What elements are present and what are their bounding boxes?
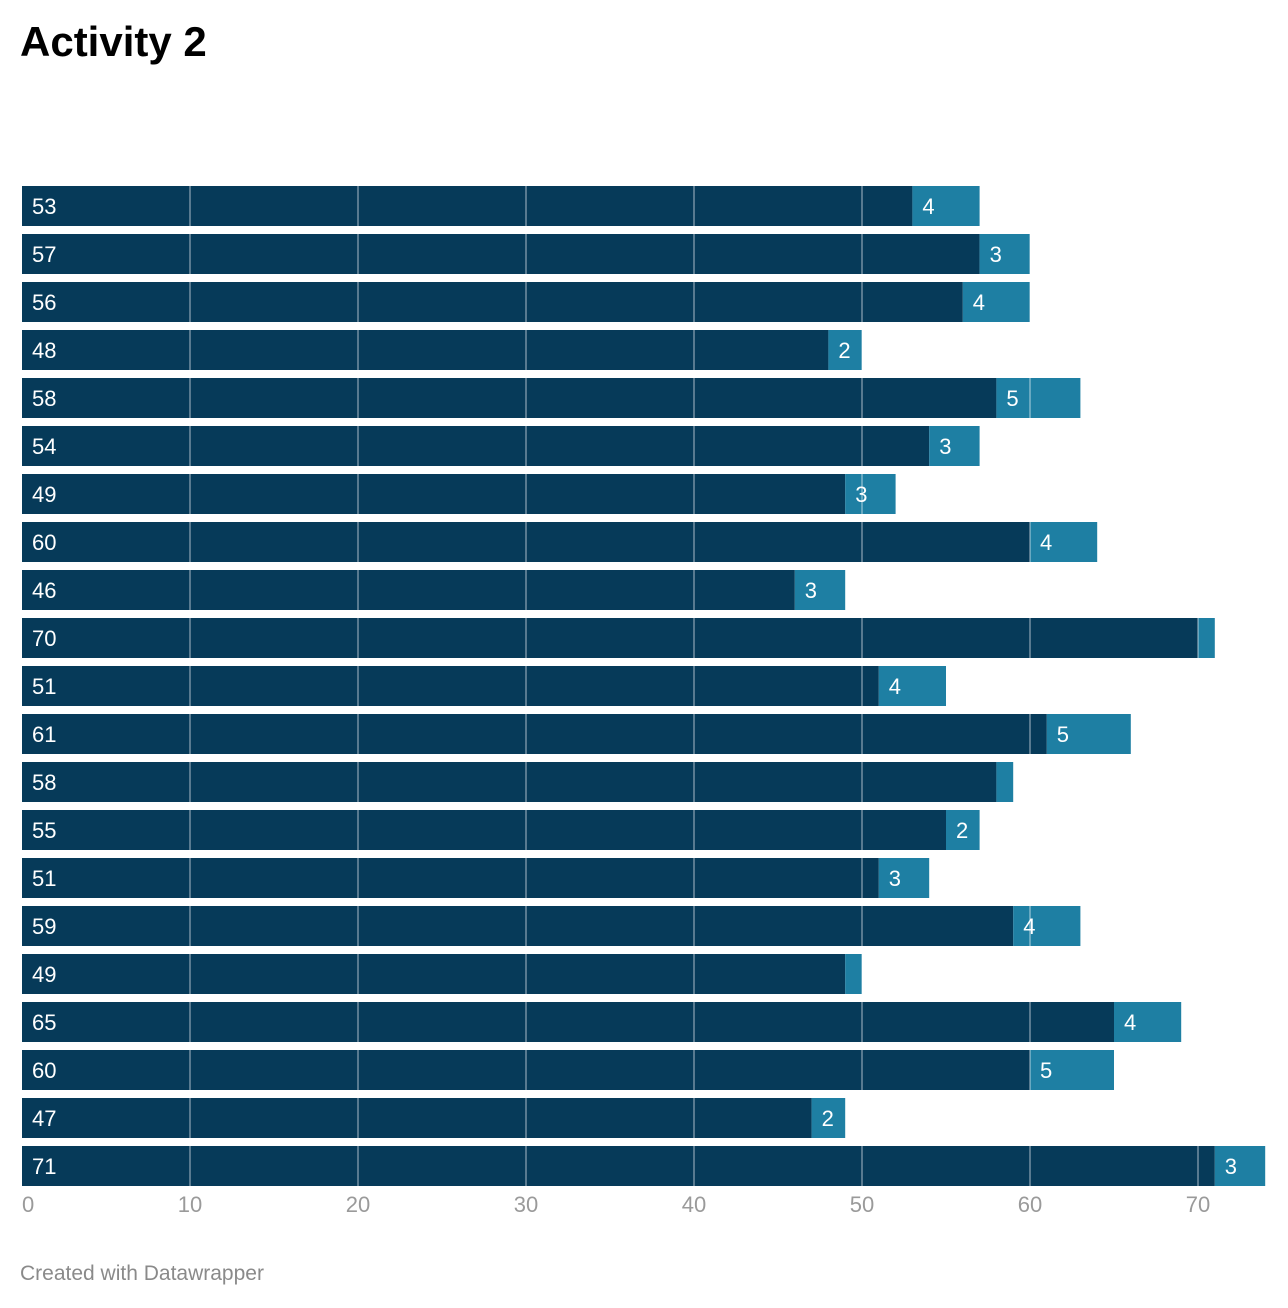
bar-series-2-row-21 [1214,1146,1266,1186]
value-label-series-2-row-7: 3 [855,482,867,507]
value-label-series-1-row-10: 70 [32,626,56,651]
bar-series-1-row-2 [22,234,980,274]
x-tick-label-20: 20 [346,1192,370,1217]
value-label-series-1-row-4: 48 [32,338,56,363]
bar-series-1-row-14 [22,810,946,850]
value-label-series-2-row-20: 2 [822,1106,834,1131]
bar-series-1-row-18 [22,1002,1114,1042]
value-label-series-1-row-1: 53 [32,194,56,219]
x-tick-label-0: 0 [22,1192,34,1217]
value-label-series-1-row-9: 46 [32,578,56,603]
bar-series-1-row-4 [22,330,829,370]
value-label-series-2-row-6: 3 [939,434,951,459]
value-label-series-1-row-13: 58 [32,770,56,795]
bar-series-2-row-5 [996,378,1081,418]
bar-series-1-row-9 [22,570,795,610]
x-tick-label-40: 40 [682,1192,706,1217]
value-label-series-2-row-12: 5 [1057,722,1069,747]
x-tick-label-50: 50 [850,1192,874,1217]
bar-series-2-row-4 [828,330,862,370]
bar-series-2-row-14 [946,810,980,850]
bar-series-1-row-1 [22,186,913,226]
value-label-series-1-row-16: 59 [32,914,56,939]
value-label-series-1-row-6: 54 [32,434,56,459]
value-label-series-2-row-19: 5 [1040,1058,1052,1083]
value-label-series-1-row-14: 55 [32,818,56,843]
bars-group [22,186,1266,1186]
bar-series-2-row-12 [1046,714,1131,754]
value-label-series-2-row-8: 4 [1040,530,1052,555]
value-label-series-2-row-1: 4 [922,194,934,219]
bar-series-2-row-16 [1013,906,1081,946]
value-label-series-1-row-3: 56 [32,290,56,315]
bar-series-2-row-18 [1114,1002,1182,1042]
value-label-series-1-row-5: 58 [32,386,56,411]
value-label-series-1-row-15: 51 [32,866,56,891]
bar-series-1-row-20 [22,1098,812,1138]
chart-title: Activity 2 [20,18,207,65]
value-label-series-1-row-18: 65 [32,1010,56,1035]
bar-series-1-row-11 [22,666,879,706]
value-label-series-2-row-2: 3 [990,242,1002,267]
bar-series-1-row-5 [22,378,997,418]
bar-series-2-row-17 [845,954,862,994]
value-label-series-1-row-19: 60 [32,1058,56,1083]
value-label-series-2-row-9: 3 [805,578,817,603]
value-label-series-1-row-8: 60 [32,530,56,555]
value-label-series-2-row-15: 3 [889,866,901,891]
value-label-series-1-row-12: 61 [32,722,56,747]
value-label-series-2-row-5: 5 [1006,386,1018,411]
value-label-series-1-row-7: 49 [32,482,56,507]
x-tick-label-70: 70 [1186,1192,1210,1217]
value-label-series-1-row-17: 49 [32,962,56,987]
bar-series-2-row-11 [878,666,946,706]
value-label-series-2-row-18: 4 [1124,1010,1136,1035]
bar-series-2-row-6 [929,426,980,466]
bar-series-2-row-7 [845,474,896,514]
value-label-series-1-row-20: 47 [32,1106,56,1131]
value-label-series-2-row-14: 2 [956,818,968,843]
bar-series-2-row-15 [878,858,930,898]
value-label-series-2-row-4: 2 [838,338,850,363]
bar-series-1-row-13 [22,762,997,802]
bar-series-2-row-9 [794,570,846,610]
value-label-series-1-row-2: 57 [32,242,56,267]
gridlines [189,186,1199,1186]
bar-series-2-row-19 [1030,1050,1114,1090]
bar-series-1-row-10 [22,618,1198,658]
bar-series-1-row-7 [22,474,846,514]
x-tick-label-60: 60 [1018,1192,1042,1217]
bar-series-1-row-3 [22,282,963,322]
bar-series-1-row-15 [22,858,879,898]
value-label-series-1-row-11: 51 [32,674,56,699]
x-tick-label-30: 30 [514,1192,538,1217]
value-label-series-2-row-3: 4 [973,290,985,315]
bar-series-1-row-16 [22,906,1014,946]
bar-series-1-row-21 [22,1146,1215,1186]
x-tick-label-10: 10 [178,1192,202,1217]
bar-series-2-row-13 [996,762,1014,802]
bar-series-2-row-10 [1198,618,1215,658]
bar-series-2-row-20 [811,1098,846,1138]
value-label-series-2-row-16: 4 [1023,914,1035,939]
bar-series-1-row-12 [22,714,1047,754]
bar-series-2-row-3 [962,282,1030,322]
value-label-series-1-row-21: 71 [32,1154,56,1179]
x-axis-ticks: 0 10 20 30 40 50 60 70 [22,1192,1210,1217]
bar-series-1-row-6 [22,426,930,466]
bar-series-2-row-1 [912,186,980,226]
footer-credit: Created with Datawrapper [20,1262,264,1285]
bar-series-2-row-2 [979,234,1030,274]
bar-series-2-row-8 [1030,522,1098,562]
value-label-series-2-row-21: 3 [1225,1154,1237,1179]
bar-series-1-row-17 [22,954,846,994]
value-label-series-2-row-11: 4 [889,674,901,699]
